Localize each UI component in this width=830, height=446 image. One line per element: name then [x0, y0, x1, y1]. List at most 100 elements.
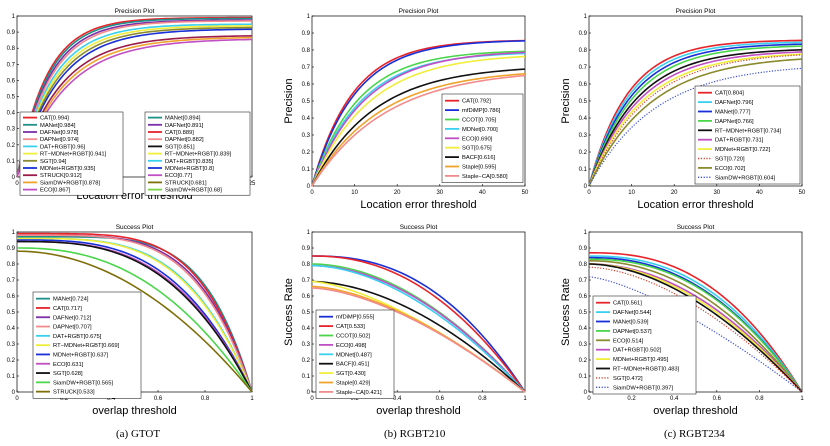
- rgbt210-success-ytick-label: 0: [307, 390, 311, 396]
- caption-c: (c) RGBT234: [664, 428, 725, 440]
- rgbt210-success-legend-label-cat: CAT[0.533]: [336, 324, 365, 330]
- rgbt210-precision-legend-label-ccot: CCOT[0.705]: [462, 118, 497, 124]
- gtot-success-xtick-label: 0.4: [107, 396, 116, 402]
- rgbt210-success-legend-label-mdnet: MDNet[0.487]: [336, 352, 372, 358]
- rgbt210-precision-xtick-label: 30: [436, 190, 443, 196]
- rgbt210-success-legend-label-bacf: BACF[0.451]: [336, 362, 370, 368]
- gtot-precision-ytick-label: 0.9: [7, 30, 16, 36]
- rgbt210-success-xtick-label: 0.2: [350, 396, 359, 402]
- rgbt210-success-ytick-label: 0.2: [302, 358, 311, 364]
- gtot-precision-line-siamdw-rgbt: [16, 36, 253, 178]
- rgbt210-precision-legend-label-mfdimp: mfDiMP[0.786]: [462, 108, 501, 114]
- rgbt210-precision-line-ccot: [311, 50, 526, 187]
- rgbt210-success-line-bacf: [311, 280, 526, 393]
- gtot-precision-legend-label-manet: MANet[0.984]: [40, 123, 76, 129]
- rgbt234-success-legend-label-dat-rgbt: DAT+RGBT[0.502]: [613, 348, 662, 354]
- gtot-success-ytick-label: 0.4: [7, 326, 16, 332]
- rgbt234-precision-legend-label-dafnet: DAFNet[0.796]: [715, 100, 754, 106]
- rgbt234-success-xtick-label: 0.2: [627, 396, 636, 402]
- rgbt234-precision-legend-label-dat-rgbt: DAT+RGBT[0.731]: [715, 138, 764, 144]
- gtot-success-xtick-label: 0: [15, 396, 19, 402]
- gtot-precision-line-dat-rgbt: [16, 23, 253, 178]
- rgbt210-precision-legend-label-eco: ECO[0.690]: [462, 136, 493, 142]
- gtot-success-legend-label-manet: MANet[0.724]: [53, 297, 89, 303]
- gtot-precision-legend-label-struck: STRUCK[0.912]: [40, 173, 82, 179]
- rgbt210-success-line-cat: [311, 255, 526, 393]
- rgbt210-success-legend-label-sgt: SGT[0.430]: [336, 371, 366, 377]
- rgbt234-precision-ytick-label: 0.1: [579, 167, 588, 173]
- rgbt234-success-xtick-label: 0: [587, 396, 591, 402]
- rgbt234-precision-line-eco: [588, 58, 803, 187]
- gtot-success-line-siamdw-rgbt: [16, 247, 253, 393]
- gtot-success-legend-label-dapnet: DAPNet[0.707]: [53, 325, 92, 331]
- rgbt234-success-legend: [592, 295, 697, 395]
- gtot-precision-b-legend-label-siamdw-rgbt: SiamDW+RGBT[0.68]: [165, 188, 222, 194]
- rgbt210-success-line-staple-ca: [311, 287, 526, 393]
- rgbt210-precision-ytick-label: 0.5: [302, 99, 311, 105]
- rgbt210-success-chart: Success Plot 0 0.2 0.4 0.6 0.8 1 0 0.1 0.2 0.3 0.4 0…: [283, 224, 527, 417]
- gtot-precision-legend-label-cat: CAT[0.994]: [40, 116, 69, 122]
- gtot-success-legend-label-cat: CAT[0.717]: [53, 306, 82, 312]
- rgbt210-precision-ytick-label: 0.4: [302, 116, 311, 122]
- rgbt210-success-xtick-label: 0: [310, 396, 314, 402]
- rgbt210-precision-xtick-label: 10: [351, 190, 358, 196]
- rgbt234-success-legend-label-dapnet: DAPNet[0.537]: [613, 329, 652, 335]
- gtot-success-ytick-label: 1: [12, 230, 16, 236]
- rgbt234-precision-ytick-label: 0.8: [579, 48, 588, 54]
- gtot-precision-b-legend-label-eco: ECO[0.77]: [165, 173, 192, 179]
- gtot-success-xtick-label: 0.6: [154, 396, 163, 402]
- gtot-success-chart: Success Plot 0 0.2 0.4 0.6 0.8 1 0 0.1 0.2 0.3 0.4 0…: [7, 224, 255, 417]
- gtot-precision-line-rt-mdnet-rgbt: [16, 25, 253, 178]
- rgbt234-precision-line-dafnet: [588, 41, 803, 187]
- rgbt234-success-xtick-label: 0.8: [755, 396, 764, 402]
- gtot-precision-b-legend-label-cat: CAT[0.889]: [165, 130, 194, 136]
- rgbt210-success-ytick-label: 0.4: [302, 326, 311, 332]
- rgbt234-success-ytick-label: 1: [584, 230, 588, 236]
- rgbt234-precision-line-dat-rgbt: [588, 51, 803, 187]
- rgbt210-precision-legend-label-bacf: BACF[0.616]: [462, 155, 496, 161]
- rgbt234-precision-line-manet: [588, 43, 803, 187]
- rgbt234-precision-title: Precision Plot: [676, 8, 716, 15]
- rgbt234-precision-line-mdnet-rgbt: [588, 53, 803, 187]
- gtot-success-ytick-label: 0.2: [7, 358, 16, 364]
- rgbt234-success-legend-label-sgt: SGT[0.472]: [613, 376, 643, 382]
- gtot-success-line-dapnet: [17, 234, 253, 393]
- gtot-success-xtick-label: 0.8: [201, 396, 210, 402]
- gtot-precision-ytick-label: 0.8: [7, 46, 16, 52]
- gtot-precision-legend-label-sgt: SGT[0.94]: [40, 159, 67, 165]
- gtot-precision-ytick-label: 0.3: [7, 127, 16, 133]
- rgbt234-success-legend-label-dafnet: DAFNet[0.544]: [613, 310, 652, 316]
- gtot-precision-legend-label-dapnet: DAPNet[0.974]: [40, 137, 79, 143]
- rgbt210-precision-ytick-label: 0.8: [302, 48, 311, 54]
- rgbt210-precision-xtick-label: 0: [310, 190, 314, 196]
- gtot-precision-title: Precision Plot: [115, 8, 155, 15]
- rgbt210-precision-line-sgt: [311, 55, 526, 187]
- rgbt234-success-line-dapnet: [588, 258, 803, 393]
- rgbt234-success-line-eco: [588, 260, 803, 393]
- gtot-precision-line-sgt: [16, 26, 253, 178]
- rgbt234-precision-ytick-label: 0.4: [579, 116, 588, 122]
- rgbt210-success-legend-label-staple-ca: Staple−CA[0.421]: [336, 390, 382, 396]
- rgbt234-success-ytick-label: 0.4: [579, 326, 588, 332]
- rgbt210-success-xlabel: overlap threshold: [376, 405, 460, 417]
- rgbt210-success-ytick-label: 0.9: [302, 246, 311, 252]
- gtot-precision-b-legend-label-dafnet: DAFNet[0.891]: [165, 123, 204, 129]
- gtot-precision-legend-label-dat-rgbt: DAT+RGBT[0.96]: [40, 144, 86, 150]
- rgbt210-success-legend-label-ccot: CCOT[0.502]: [336, 334, 371, 340]
- rgbt234-precision-xtick-label: 10: [628, 190, 635, 196]
- rgbt234-success-ytick-label: 0.7: [579, 278, 588, 284]
- rgbt234-success-ytick-label: 0.8: [579, 262, 588, 268]
- gtot-success-line-sgt: [17, 240, 253, 393]
- rgbt234-precision-legend-label-manet: MANet[0.777]: [715, 110, 751, 116]
- rgbt210-precision-line-eco: [311, 51, 526, 187]
- rgbt234-precision-legend-label-eco: ECO[0.702]: [715, 166, 746, 172]
- rgbt234-success-ytick-label: 0: [584, 390, 588, 396]
- rgbt234-precision-ytick-label: 0.5: [579, 99, 588, 105]
- rgbt234-precision-ytick-label: 0.9: [579, 31, 588, 37]
- gtot-precision-b-legend-label-struck: STRUCK[0.681]: [165, 180, 207, 186]
- rgbt234-precision-legend-label-cat: CAT[0.804]: [715, 91, 744, 97]
- rgbt210-success-ytick-label: 0.8: [302, 262, 311, 268]
- gtot-success-line-rt-mdnet-rgbt: [17, 237, 253, 393]
- gtot-precision-b-legend-label-manet: MANet[0.894]: [165, 116, 201, 122]
